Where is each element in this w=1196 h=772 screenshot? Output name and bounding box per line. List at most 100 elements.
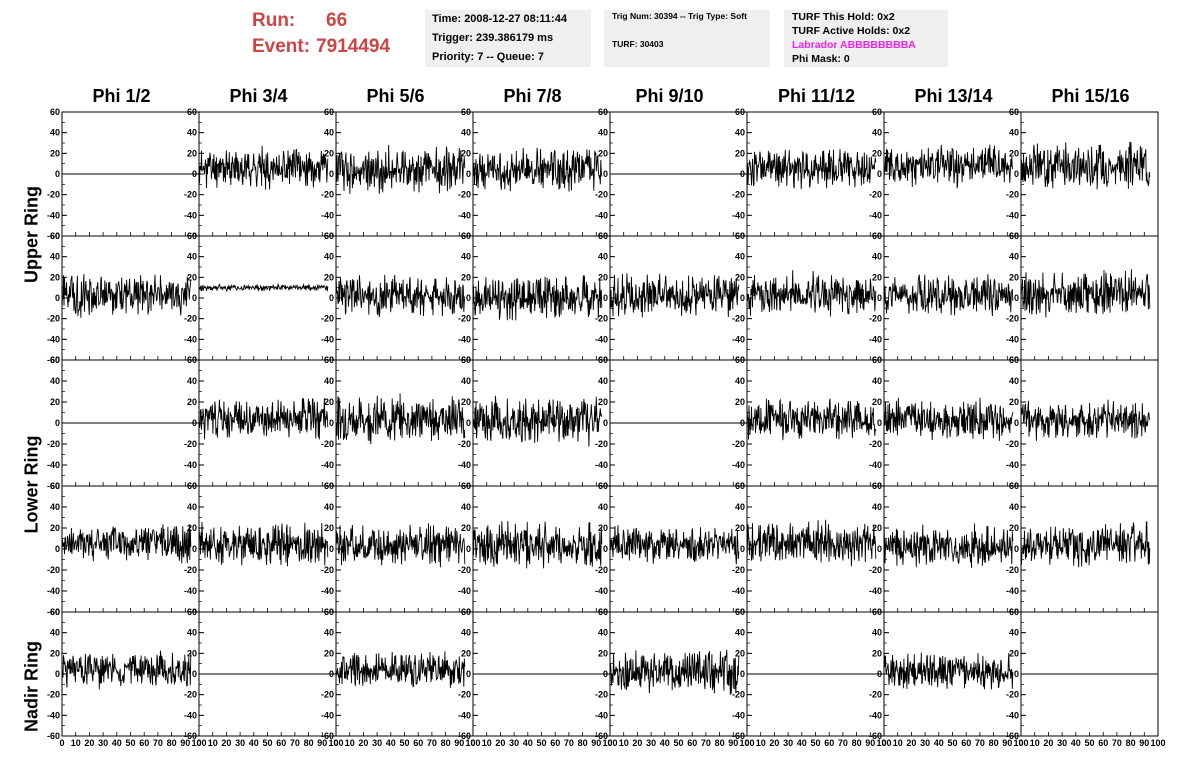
y-tick-label: 0 xyxy=(740,669,745,679)
x-tick-label: 0 xyxy=(881,738,886,748)
y-tick-label: 20 xyxy=(187,397,197,407)
panel-r3-c1: -60 -40 -20 0 20 40 60 xyxy=(47,355,200,491)
y-tick-label: 60 xyxy=(50,481,60,491)
x-tick-label: 50 xyxy=(399,738,409,748)
x-tick-label: 10 xyxy=(1030,738,1040,748)
x-tick-label: 50 xyxy=(125,738,135,748)
y-tick-label: 20 xyxy=(1009,148,1019,158)
y-tick-label: 40 xyxy=(50,628,60,638)
waveform-trace xyxy=(609,649,740,695)
y-tick-label: 20 xyxy=(598,272,608,282)
y-tick-label: -60 xyxy=(595,731,608,741)
x-tick-label: 50 xyxy=(536,738,546,748)
waveform-trace xyxy=(472,395,603,447)
y-tick-label: 60 xyxy=(872,607,882,617)
y-tick-label: 60 xyxy=(1009,481,1019,491)
waveform-trace xyxy=(61,274,192,318)
y-tick-label: -20 xyxy=(458,190,471,200)
y-tick-label: 40 xyxy=(461,628,471,638)
y-tick-label: -40 xyxy=(595,710,608,720)
x-tick-label: 10 xyxy=(893,738,903,748)
y-tick-label: -40 xyxy=(47,460,60,470)
x-tick-label: 100 xyxy=(191,738,206,748)
y-tick-label: 0 xyxy=(55,669,60,679)
x-tick-label: 30 xyxy=(98,738,108,748)
y-tick-label: -40 xyxy=(1006,210,1019,220)
y-tick-label: -40 xyxy=(1006,710,1019,720)
event-value: 7914494 xyxy=(316,36,391,57)
x-tick-label: 0 xyxy=(470,738,475,748)
x-tick-label: 30 xyxy=(783,738,793,748)
y-tick-label: -20 xyxy=(458,690,471,700)
y-tick-label: 20 xyxy=(1009,272,1019,282)
trig-num-line: Trig Num: 30394 -- Trig Type: Soft xyxy=(612,11,747,21)
y-tick-label: -60 xyxy=(47,731,60,741)
y-tick-label: 0 xyxy=(329,669,334,679)
x-tick-label: 80 xyxy=(167,738,177,748)
run-value: 66 xyxy=(326,10,348,31)
waveform-trace xyxy=(1020,521,1151,568)
y-tick-label: 60 xyxy=(461,481,471,491)
y-tick-label: 60 xyxy=(324,607,334,617)
y-tick-label: 60 xyxy=(1009,107,1019,117)
y-tick-label: 0 xyxy=(877,669,882,679)
waveform-trace xyxy=(198,282,329,293)
y-tick-label: 60 xyxy=(872,231,882,241)
y-tick-label: -40 xyxy=(458,586,471,596)
waveform-trace xyxy=(746,270,877,317)
y-tick-label: -20 xyxy=(595,690,608,700)
y-tick-label: -40 xyxy=(184,586,197,596)
waveform-trace xyxy=(883,523,1014,568)
y-tick-label: 20 xyxy=(324,148,334,158)
y-tick-label: 60 xyxy=(187,107,197,117)
y-tick-label: -20 xyxy=(184,439,197,449)
y-tick-label: 20 xyxy=(50,523,60,533)
waveform-trace xyxy=(746,398,877,441)
y-tick-label: 0 xyxy=(329,544,334,554)
x-tick-label: 40 xyxy=(249,738,259,748)
y-tick-label: 40 xyxy=(324,628,334,638)
y-tick-label: -20 xyxy=(869,690,882,700)
y-tick-label: -40 xyxy=(184,460,197,470)
x-tick-label: 40 xyxy=(386,738,396,748)
y-tick-label: 20 xyxy=(1009,523,1019,533)
column-header-phi-13-14: Phi 13/14 xyxy=(914,86,993,106)
y-tick-label: -40 xyxy=(732,210,745,220)
y-tick-label: 60 xyxy=(872,355,882,365)
y-tick-label: -40 xyxy=(458,460,471,470)
y-tick-label: 60 xyxy=(50,355,60,365)
waveform-trace xyxy=(1020,399,1151,441)
y-tick-label: 20 xyxy=(1009,648,1019,658)
y-tick-label: -20 xyxy=(47,314,60,324)
y-tick-label: 60 xyxy=(1009,607,1019,617)
y-tick-label: 20 xyxy=(598,148,608,158)
priority-line: Priority: 7 -- Queue: 7 xyxy=(432,51,544,63)
y-tick-label: 40 xyxy=(598,628,608,638)
x-tick-label: 10 xyxy=(482,738,492,748)
y-tick-label: -20 xyxy=(47,190,60,200)
waveform-trace xyxy=(198,521,329,567)
y-tick-label: -40 xyxy=(595,586,608,596)
column-header-phi-3-4: Phi 3/4 xyxy=(229,86,288,106)
y-tick-label: 40 xyxy=(1009,628,1019,638)
x-tick-label: 70 xyxy=(564,738,574,748)
x-tick-label: 0 xyxy=(1018,738,1023,748)
y-tick-label: 60 xyxy=(461,607,471,617)
event-label: Event: xyxy=(252,36,311,57)
y-tick-label: 40 xyxy=(324,376,334,386)
y-tick-label: 20 xyxy=(461,148,471,158)
y-tick-label: -40 xyxy=(458,710,471,720)
waveform-trace xyxy=(61,650,192,690)
y-tick-label: 20 xyxy=(50,397,60,407)
y-tick-label: 0 xyxy=(1014,418,1019,428)
x-tick-label: 90 xyxy=(865,738,875,748)
y-tick-label: -20 xyxy=(595,439,608,449)
y-tick-label: 40 xyxy=(187,502,197,512)
